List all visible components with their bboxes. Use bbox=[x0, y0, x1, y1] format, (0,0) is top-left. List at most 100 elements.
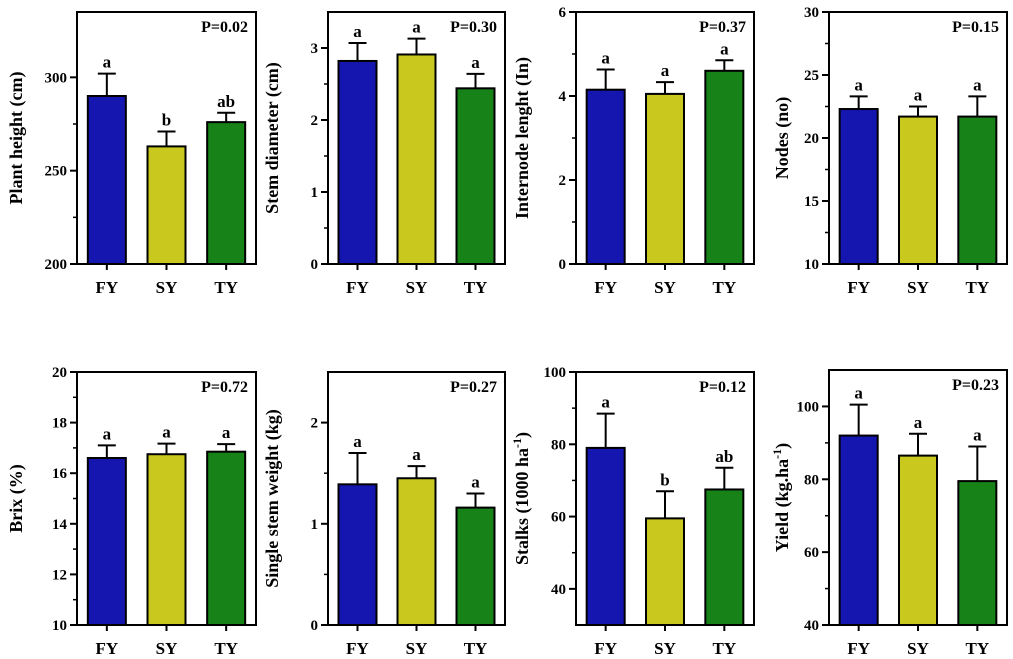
bar-sy bbox=[396, 477, 437, 627]
p-value: P=0.30 bbox=[450, 19, 497, 36]
x-tick-label: SY bbox=[907, 639, 929, 658]
significance-letter: a bbox=[854, 384, 863, 403]
y-tick-label: 0 bbox=[559, 257, 567, 273]
y-tick-label: 2 bbox=[311, 113, 319, 129]
y-tick-label: 1 bbox=[311, 517, 319, 533]
y-tick-label: 40 bbox=[551, 582, 566, 598]
bar-ty bbox=[206, 121, 247, 265]
y-axis-label: Single stem weight (kg) bbox=[262, 409, 283, 588]
y-axis-label-text: Plant height (cm) bbox=[6, 72, 27, 205]
significance-letter: a bbox=[222, 423, 231, 442]
bar-sy bbox=[645, 92, 685, 266]
y-axis-label-text: Stem diameter (cm) bbox=[262, 62, 283, 214]
y-axis-label-sup: -1 bbox=[510, 438, 524, 448]
y-tick-label: 12 bbox=[52, 567, 67, 583]
y-axis-label-text: Yield (kg.ha bbox=[772, 459, 793, 552]
significance-letter: a bbox=[601, 393, 610, 412]
y-tick-label: 20 bbox=[52, 365, 67, 381]
y-tick-label: 4 bbox=[559, 89, 567, 105]
y-axis-label-end: ) bbox=[772, 443, 793, 449]
bar-ty bbox=[455, 87, 496, 265]
bar-sy bbox=[898, 115, 938, 265]
x-tick-label: SY bbox=[654, 639, 676, 658]
bar-sy bbox=[146, 453, 187, 626]
significance-letter: a bbox=[720, 39, 729, 58]
bar-sy bbox=[396, 53, 437, 266]
bar-fy bbox=[86, 95, 127, 265]
x-tick-label: TY bbox=[966, 639, 990, 658]
y-tick-label: 16 bbox=[52, 466, 68, 482]
x-tick-label: SY bbox=[406, 639, 428, 658]
y-tick-label: 3 bbox=[311, 41, 319, 57]
x-tick-label: TY bbox=[214, 278, 238, 297]
panel-4: 10 15 20 25 30 Nodes (no) P=0.15 a FY a SY a TY bbox=[772, 5, 1008, 297]
significance-letter: a bbox=[914, 413, 923, 432]
y-tick-label: 10 bbox=[52, 618, 67, 634]
x-tick-label: SY bbox=[156, 278, 178, 297]
y-axis-label: Stem diameter (cm) bbox=[262, 62, 283, 214]
significance-letter: a bbox=[353, 22, 362, 41]
panel-6: 0 1 2 Single stem weight (kg) P=0.27 a FY a SY a T… bbox=[262, 371, 506, 658]
y-axis-label-text: Brix (%) bbox=[6, 464, 27, 532]
y-tick-label: 2 bbox=[311, 416, 319, 432]
significance-letter: a bbox=[412, 18, 421, 37]
bar-fy bbox=[337, 59, 378, 265]
y-tick-label: 1 bbox=[311, 185, 319, 201]
significance-letter: a bbox=[973, 426, 982, 445]
x-tick-label: SY bbox=[406, 278, 428, 297]
bar-fy bbox=[585, 88, 626, 265]
y-axis-label-text: Stalks (1000 ha bbox=[512, 448, 533, 565]
y-tick-label: 80 bbox=[551, 437, 566, 453]
bar-fy bbox=[86, 457, 127, 626]
p-value: P=0.15 bbox=[952, 19, 999, 36]
x-tick-label: FY bbox=[95, 278, 118, 297]
y-tick-label: 250 bbox=[45, 164, 68, 180]
x-tick-label: TY bbox=[214, 639, 238, 658]
y-tick-label: 14 bbox=[52, 517, 68, 533]
y-tick-label: 200 bbox=[45, 257, 68, 273]
significance-letter: a bbox=[471, 472, 480, 491]
significance-letter: a bbox=[601, 49, 610, 68]
bar-fy bbox=[838, 108, 879, 265]
y-tick-label: 100 bbox=[544, 365, 567, 381]
bar-sy bbox=[898, 454, 938, 626]
x-tick-label: TY bbox=[464, 278, 488, 297]
significance-letter: a bbox=[412, 445, 421, 464]
significance-letter: a bbox=[661, 61, 670, 80]
y-axis-label-text: Single stem weight (kg) bbox=[262, 409, 283, 588]
significance-letter: a bbox=[103, 424, 112, 443]
significance-letter: a bbox=[973, 75, 982, 94]
y-tick-label: 18 bbox=[52, 416, 67, 432]
y-axis-label: Stalks (1000 ha-1) bbox=[510, 432, 533, 565]
y-tick-label: 300 bbox=[45, 70, 68, 86]
bar-ty bbox=[455, 506, 496, 626]
significance-letter: a bbox=[914, 86, 923, 105]
y-tick-label: 2 bbox=[559, 173, 567, 189]
y-tick-label: 10 bbox=[804, 257, 819, 273]
significance-letter: b bbox=[162, 110, 171, 129]
panel-3: 0 2 4 6 Internode lenght (In) P=0.37 a FY a SY a TY bbox=[512, 5, 755, 297]
y-axis-label: Brix (%) bbox=[6, 464, 27, 532]
x-tick-label: FY bbox=[847, 278, 870, 297]
bar-sy bbox=[146, 145, 187, 265]
y-tick-label: 0 bbox=[311, 618, 319, 634]
panel-5: 10 12 14 16 18 20 Brix (%) P=0.72 a FY a SY a TY bbox=[6, 365, 257, 658]
x-tick-label: SY bbox=[156, 639, 178, 658]
y-axis-label: Plant height (cm) bbox=[6, 72, 27, 205]
y-axis-label: Yield (kg.ha-1) bbox=[770, 443, 793, 552]
x-tick-label: FY bbox=[594, 278, 617, 297]
y-tick-label: 30 bbox=[804, 5, 819, 21]
bar-ty bbox=[704, 69, 745, 265]
x-tick-label: SY bbox=[654, 278, 676, 297]
x-tick-label: SY bbox=[907, 278, 929, 297]
bar-fy bbox=[838, 434, 879, 627]
y-tick-label: 6 bbox=[559, 5, 567, 21]
y-tick-label: 60 bbox=[804, 545, 819, 561]
x-tick-label: TY bbox=[713, 278, 737, 297]
panel-8: 40 60 80 100 Yield (kg.ha-1) P=0.23 a FY a SY a TY bbox=[770, 369, 1008, 658]
p-value: P=0.72 bbox=[201, 379, 248, 396]
y-tick-label: 20 bbox=[804, 131, 819, 147]
p-value: P=0.02 bbox=[201, 19, 248, 36]
panel-1: 200 250 300 Plant height (cm) P=0.02 a FY b SY ab… bbox=[6, 11, 257, 297]
